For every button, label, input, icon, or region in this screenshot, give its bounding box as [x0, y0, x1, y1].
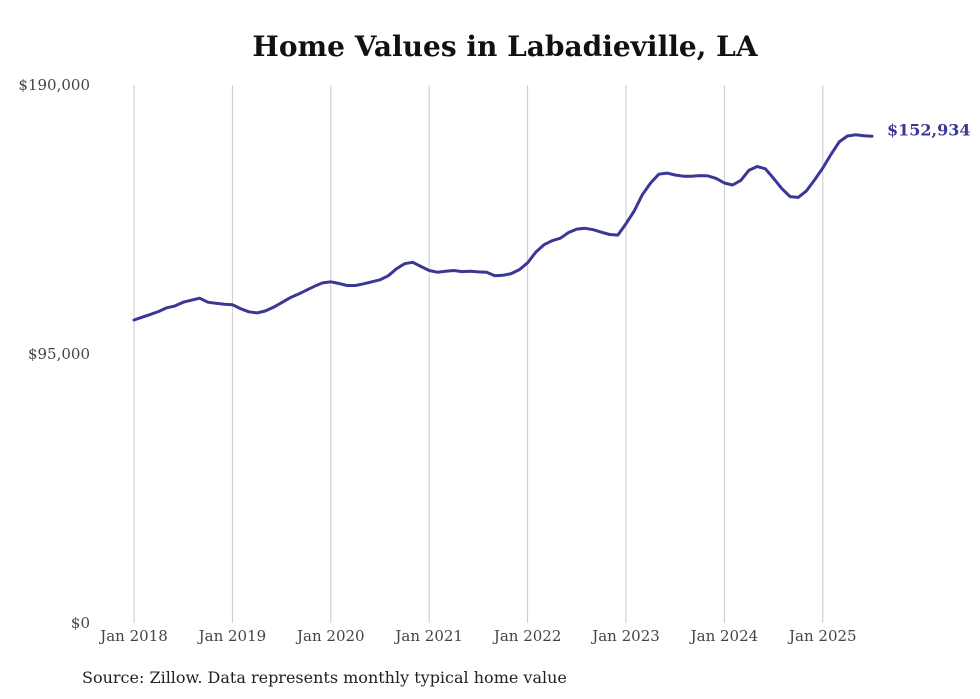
- y-tick-label: $190,000: [18, 76, 90, 94]
- x-tick-label: Jan 2021: [393, 627, 463, 645]
- x-tick-label: Jan 2018: [98, 627, 168, 645]
- x-tick-label: Jan 2023: [590, 627, 660, 645]
- x-tick-label: Jan 2024: [689, 627, 759, 645]
- y-axis-ticks: $0 $95,000 $190,000: [18, 76, 90, 632]
- chart-title: Home Values in Labadieville, LA: [252, 30, 758, 63]
- x-tick-label: Jan 2025: [787, 627, 857, 645]
- gridlines: [133, 85, 824, 623]
- x-axis-ticks: Jan 2018 Jan 2019 Jan 2020 Jan 2021 Jan 2022…: [98, 627, 856, 645]
- x-tick-label: Jan 2019: [197, 627, 267, 645]
- x-tick-label: Jan 2020: [295, 627, 365, 645]
- source-note: Source: Zillow. Data represents monthly …: [82, 668, 567, 687]
- latest-value-label: $152,934: [887, 120, 971, 139]
- x-tick-label: Jan 2022: [492, 627, 562, 645]
- y-tick-label: $0: [71, 614, 90, 632]
- home-value-line: [132, 133, 874, 322]
- y-tick-label: $95,000: [28, 345, 90, 363]
